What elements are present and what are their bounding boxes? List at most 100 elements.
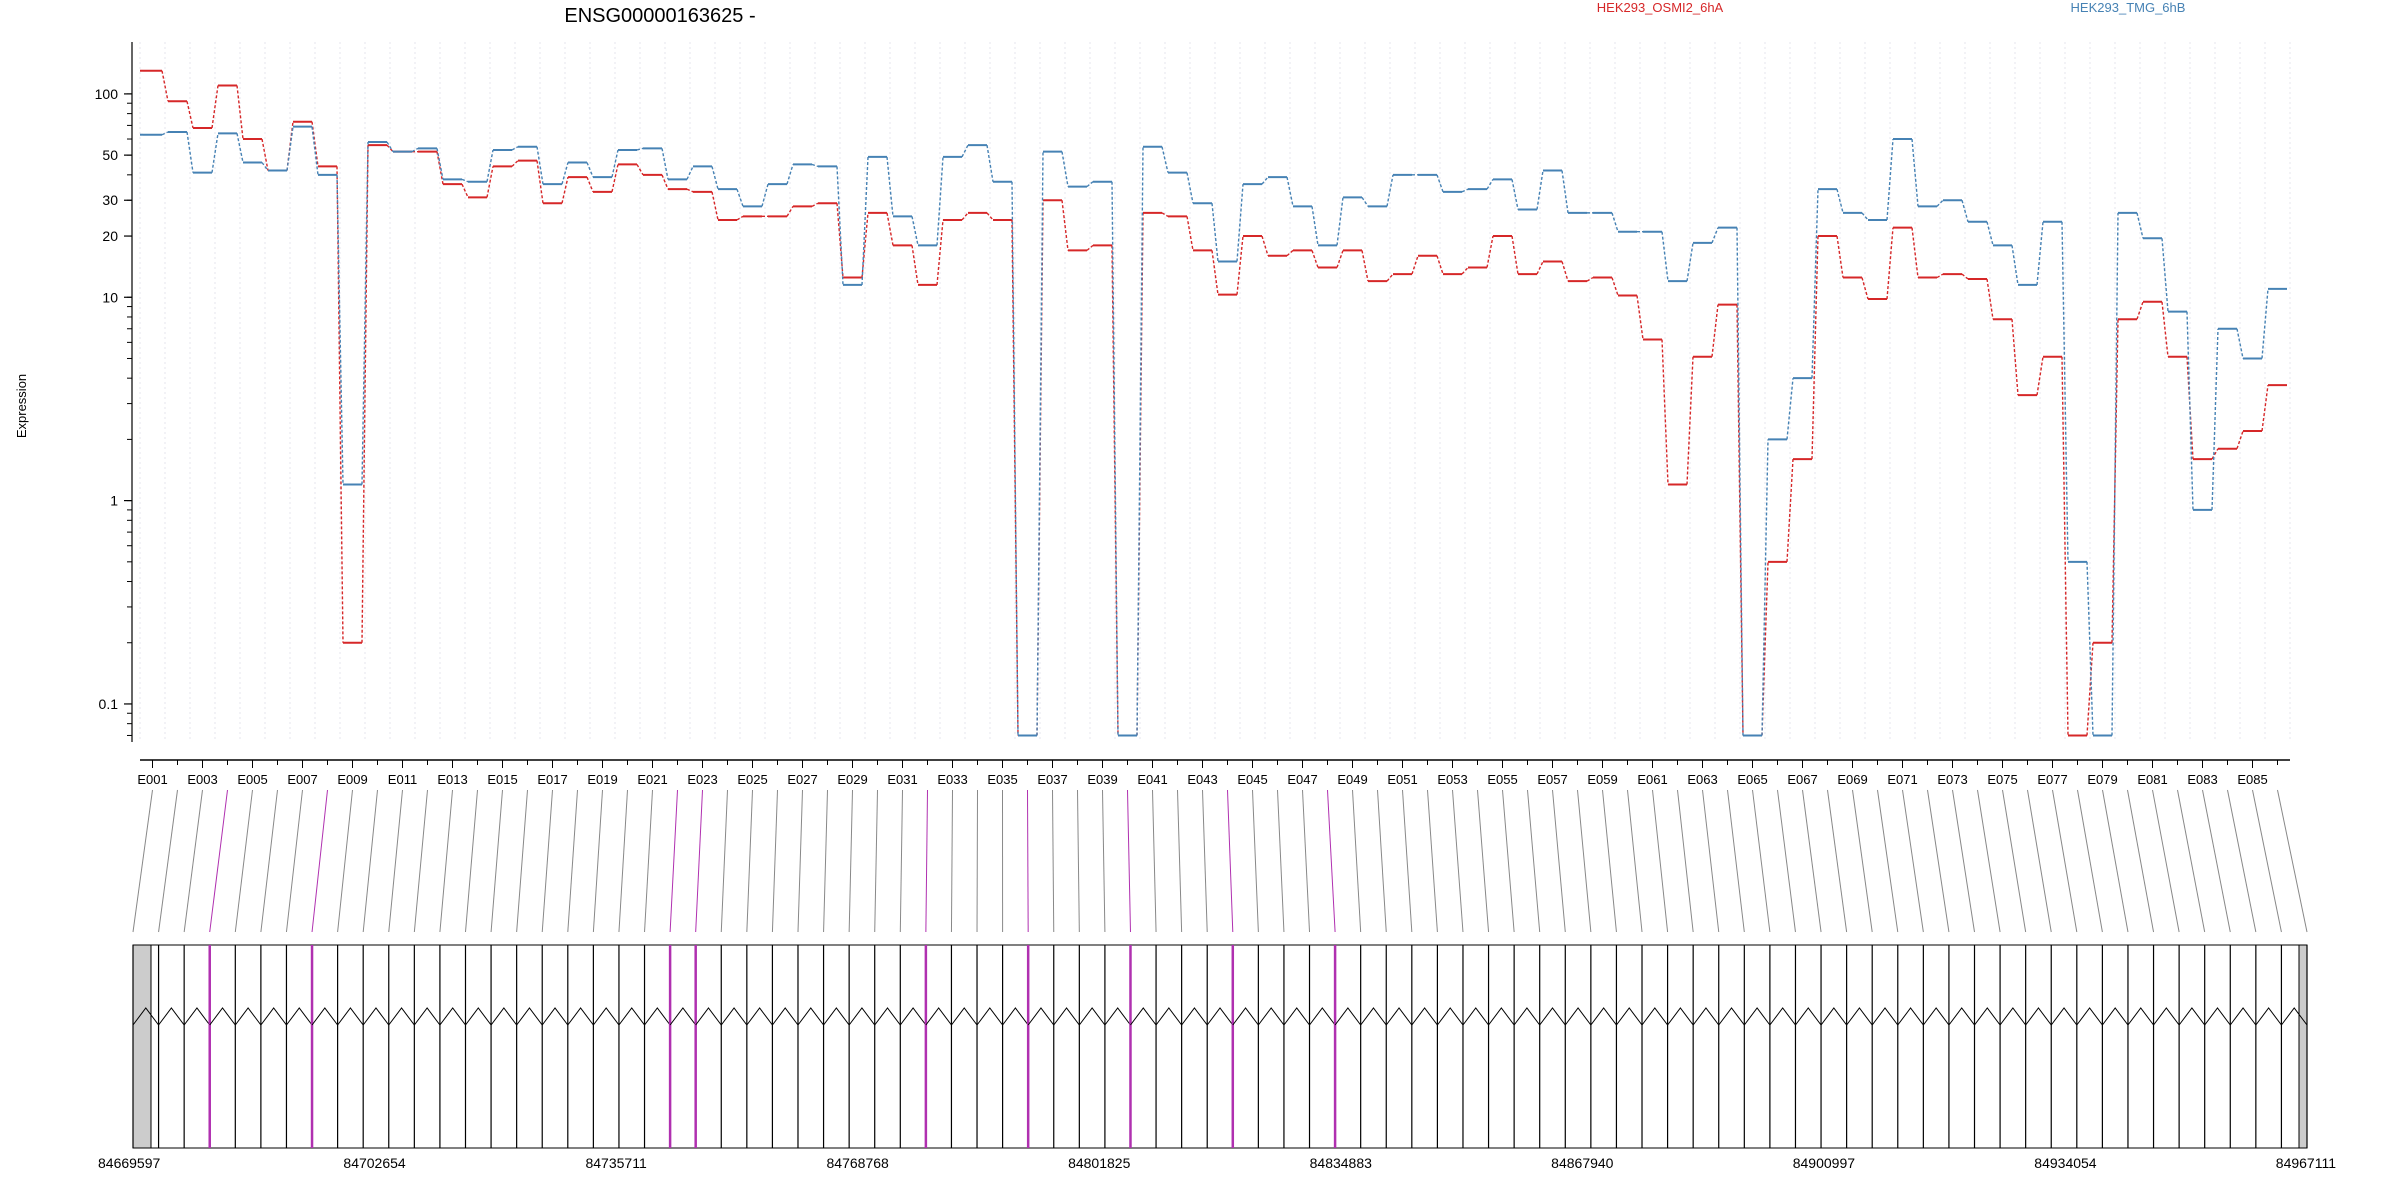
step-connector <box>1961 273 1969 280</box>
y-axis-label: Expression <box>14 374 29 438</box>
step-connector <box>286 126 294 171</box>
intron-link <box>848 1007 876 1026</box>
exon-connector <box>1527 789 1541 933</box>
x-tick-label: E021 <box>637 772 667 787</box>
y-tick-label: 10 <box>102 289 118 305</box>
exon-connector <box>285 789 303 933</box>
intron-link <box>1206 1007 1234 1026</box>
intron-link <box>465 1007 492 1026</box>
x-tick-label: E049 <box>1337 772 1367 787</box>
intron-link <box>1385 1007 1413 1026</box>
x-tick-label: E019 <box>587 772 617 787</box>
genomic-tick-label: 84801825 <box>1068 1155 1131 1171</box>
step-connector <box>536 146 544 185</box>
intron-link <box>2076 1007 2103 1026</box>
intron-link <box>490 1007 518 1026</box>
x-tick-label: E071 <box>1887 772 1917 787</box>
intron-link <box>209 1007 236 1026</box>
step-connector <box>1236 184 1244 262</box>
step-connector <box>486 149 494 182</box>
step-connector <box>1336 250 1344 268</box>
step-connector <box>1486 235 1494 268</box>
x-tick-label: E035 <box>987 772 1017 787</box>
step-connector <box>1711 304 1719 357</box>
step-connector <box>1536 170 1544 210</box>
intron-link <box>1104 1007 1131 1026</box>
x-tick-label: E027 <box>787 772 817 787</box>
step-connector <box>561 176 569 204</box>
intron-link <box>1130 1007 1157 1026</box>
exon-connector <box>874 789 878 933</box>
x-tick-label: E061 <box>1637 772 1667 787</box>
exon-connector <box>1127 789 1131 933</box>
exon-connector <box>1977 789 2001 933</box>
step-connector <box>1561 261 1569 282</box>
step-connector <box>2236 328 2244 359</box>
step-connector <box>711 166 719 190</box>
step-connector <box>436 151 444 185</box>
legend-label-tmg: HEK293_TMG_6hB <box>2071 0 2186 15</box>
exon-connector <box>464 789 478 933</box>
step-connector <box>661 174 669 190</box>
exon-box <box>132 944 152 1149</box>
genomic-axis: 84669597 84702654 84735711 84768768 84801825… <box>98 1155 2336 1171</box>
exon-connector <box>1827 789 1848 933</box>
intron-link <box>1948 1007 1975 1026</box>
exon-connector <box>1652 789 1669 933</box>
intron-link <box>797 1007 824 1026</box>
exon-box <box>2298 944 2308 1149</box>
step-connector <box>1561 170 1569 213</box>
exon-connector <box>592 789 603 933</box>
exon-connector <box>797 789 803 933</box>
x-tick-label: E085 <box>2237 772 2267 787</box>
exon-connector <box>2102 789 2129 933</box>
step-connector <box>786 164 794 185</box>
x-tick-label: E073 <box>1937 772 1967 787</box>
genomic-tick-label: 84669597 <box>98 1155 161 1171</box>
step-connector <box>211 85 219 129</box>
step-connector <box>1336 197 1344 246</box>
step-connector <box>1611 277 1619 296</box>
step-connector <box>1386 273 1394 282</box>
exon-connector <box>899 789 903 933</box>
intron-link <box>260 1007 287 1026</box>
x-tick-label: E081 <box>2137 772 2167 787</box>
exon-connector <box>1302 789 1311 933</box>
step-connector <box>1661 339 1669 485</box>
intron-link <box>234 1007 262 1026</box>
exon-connector <box>1052 789 1055 933</box>
exon-connector <box>516 789 528 933</box>
exon-connector <box>1102 789 1106 933</box>
x-tick-label: E025 <box>737 772 767 787</box>
exon-connector <box>950 789 953 933</box>
exon-connector <box>1952 789 1975 933</box>
intron-link <box>1488 1007 1515 1026</box>
step-connector <box>1286 249 1294 257</box>
step-connector <box>2236 430 2244 449</box>
step-connector <box>1936 273 1944 279</box>
genomic-tick-label: 84900997 <box>1793 1155 1856 1171</box>
x-tick-label: E077 <box>2037 772 2067 787</box>
intron-link <box>1692 1007 1720 1026</box>
intron-link <box>1309 1007 1336 1026</box>
step-connector <box>1211 250 1219 295</box>
exon-connector <box>2077 789 2103 933</box>
exon-connector <box>1277 789 1285 933</box>
intron-link <box>1590 1007 1617 1026</box>
step-connector <box>361 142 369 485</box>
x-tick-label: E065 <box>1737 772 1767 787</box>
step-connector <box>2261 384 2269 432</box>
x-tick-label: E031 <box>887 772 917 787</box>
exon-connector <box>771 789 778 933</box>
exon-connector <box>1602 789 1617 933</box>
step-connector <box>736 188 744 207</box>
step-connector <box>886 212 894 246</box>
x-tick-label: E063 <box>1687 772 1717 787</box>
step-connector <box>2086 561 2094 736</box>
intron-link <box>1334 1007 1362 1026</box>
series-tmg-line <box>140 125 2287 737</box>
intron-link <box>1922 1007 1950 1026</box>
exon-connector <box>413 789 428 933</box>
x-tick-label: E043 <box>1187 772 1217 787</box>
exon-connector <box>541 789 553 933</box>
